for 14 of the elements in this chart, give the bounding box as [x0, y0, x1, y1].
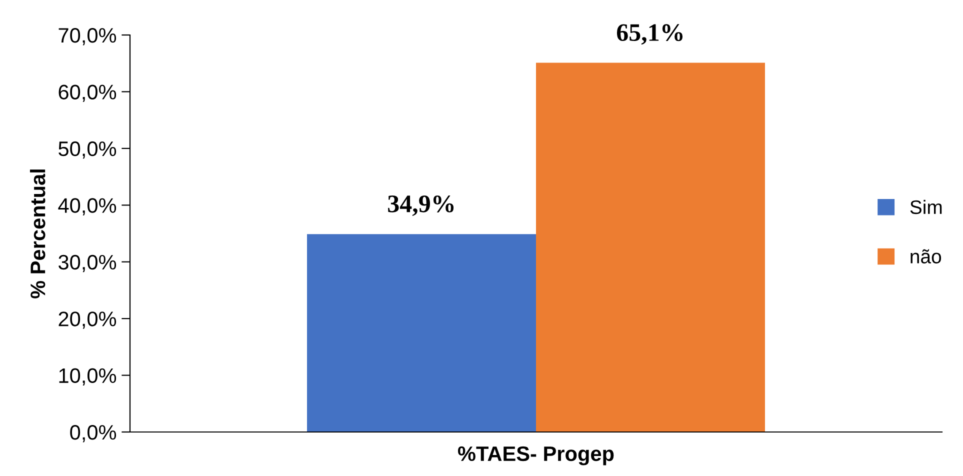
y-tick-label: 70,0% — [58, 28, 116, 46]
data-label: 34,9% — [388, 195, 454, 216]
y-tick-label: 60,0% — [58, 84, 116, 102]
y-tick-label: 40,0% — [58, 198, 116, 216]
x-tick-label: %TAES- Progep — [458, 446, 614, 466]
y-tick-label: 20,0% — [58, 312, 116, 329]
y-tick-label: 0,0% — [70, 425, 116, 442]
data-label: 65,1% — [616, 24, 683, 45]
y-tick-label: 50,0% — [58, 141, 116, 159]
legend-label: Sim — [910, 200, 942, 214]
y-tick-label: 30,0% — [58, 254, 116, 272]
legend-label: não — [910, 249, 942, 264]
y-axis-title: % Percentual — [30, 170, 46, 298]
y-tick-label: 10,0% — [59, 368, 116, 386]
